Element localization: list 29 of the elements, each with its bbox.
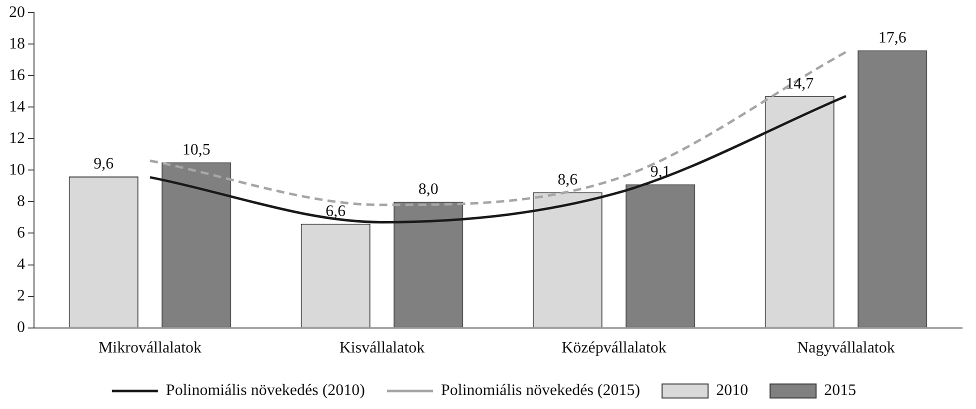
y-tick-label: 2	[17, 287, 25, 304]
legend-label: 2010	[716, 382, 748, 400]
legend-label: Polinomiális növekedés (2015)	[441, 382, 640, 400]
y-tick-label: 16	[9, 66, 25, 84]
y-tick-label: 14	[9, 98, 25, 116]
line-series	[148, 94, 848, 224]
data-label: 8,6	[558, 171, 578, 188]
legend-label: Polinomiális növekedés (2010)	[166, 382, 366, 400]
data-label: 14,7	[786, 75, 814, 92]
data-label: 17,6	[878, 30, 906, 47]
y-tick-label: 20	[9, 4, 25, 21]
y-tick-label: 4	[17, 256, 25, 273]
y-tick-label: 6	[17, 224, 25, 242]
data-label: 9,6	[94, 156, 114, 173]
y-tick-label: 12	[9, 130, 25, 147]
data-label: 8,0	[418, 180, 438, 198]
line-series	[148, 50, 848, 206]
y-tick-label: 8	[17, 192, 25, 210]
data-label: 10,5	[182, 142, 210, 159]
x-tick-label: Nagyvállalatok	[797, 340, 895, 357]
x-tick-label: Középvállalatok	[562, 340, 666, 357]
data-label: 9,1	[650, 164, 670, 181]
data-label: 6,6	[326, 202, 346, 220]
legend-label: 2015	[824, 382, 856, 400]
y-tick-label: 0	[17, 319, 25, 336]
x-tick-label: Mikrovállalatok	[98, 340, 202, 357]
y-tick-label: 10	[9, 161, 25, 178]
y-tick-label: 18	[9, 35, 25, 52]
x-tick-label: Kisvállalatok	[339, 340, 425, 357]
